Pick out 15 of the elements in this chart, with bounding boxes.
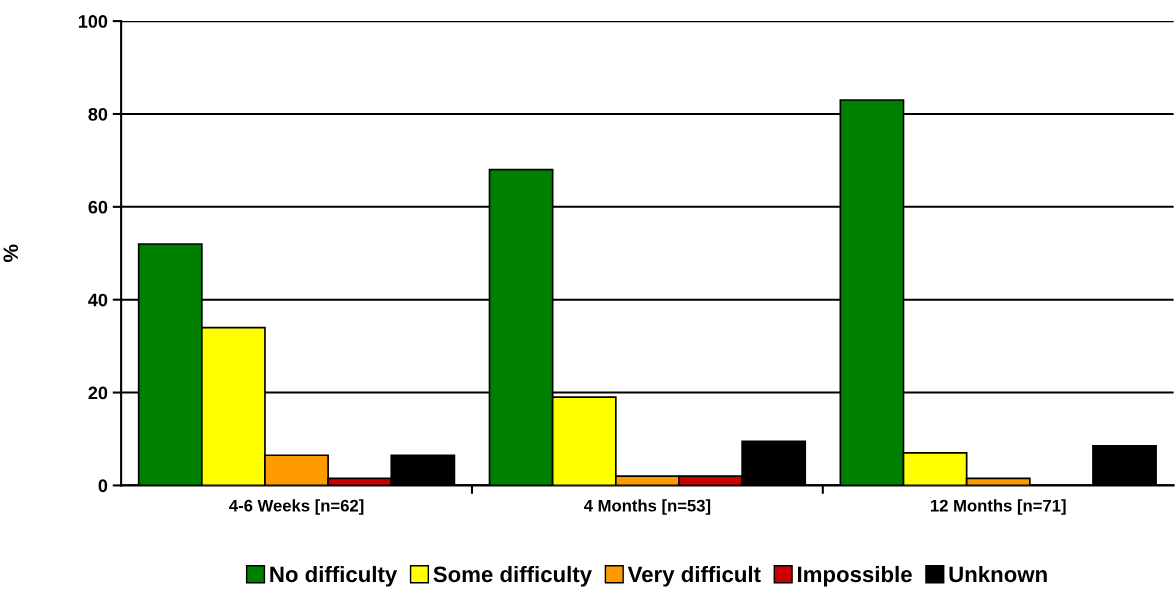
y-tick-label: 20 — [88, 386, 108, 400]
y-tick-label: 60 — [88, 200, 108, 214]
x-tick-label: 12 Months [n=71] — [930, 499, 1066, 515]
legend-label: Unknown — [949, 565, 1047, 583]
x-tick-label: 4-6 Weeks [n=62] — [229, 499, 364, 515]
y-axis-title: % — [3, 244, 19, 263]
y-tick-label: 0 — [98, 479, 108, 493]
legend-label: No difficulty — [270, 565, 398, 587]
y-tick-label: 40 — [88, 293, 108, 307]
legend-label: Impossible — [798, 565, 912, 587]
x-tick-label: 4 Months [n=53] — [583, 499, 711, 515]
legend-label: Very difficult — [627, 565, 761, 587]
y-tick-label: 100 — [78, 15, 108, 28]
y-tick-label: 80 — [88, 107, 108, 121]
legend-label: Some difficulty — [433, 565, 592, 587]
